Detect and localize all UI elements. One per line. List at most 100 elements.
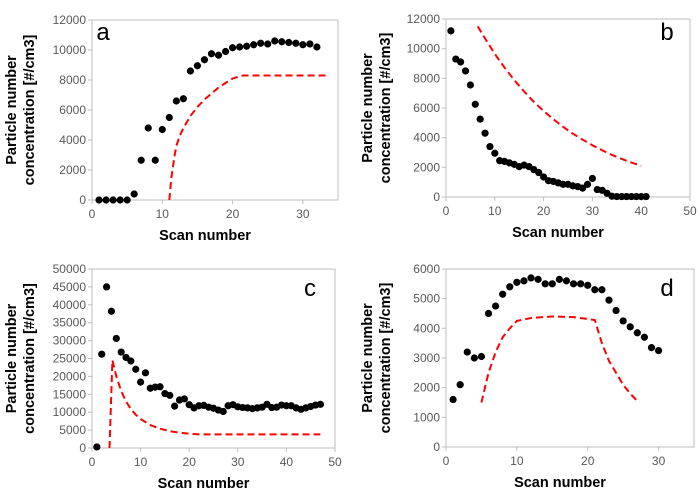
data-point [117, 348, 125, 356]
data-point [292, 39, 300, 47]
data-point [486, 142, 494, 151]
panel-letter: b [660, 19, 673, 46]
y-tick-label: 2000 [59, 163, 86, 177]
data-point [130, 190, 138, 198]
panel-letter: c [304, 275, 316, 302]
data-point [619, 317, 627, 325]
data-point [535, 168, 543, 177]
x-tick-label: 20 [183, 455, 197, 469]
data-point [285, 38, 293, 47]
data-point [93, 443, 101, 451]
data-point [165, 113, 173, 122]
data-point [569, 280, 578, 288]
data-point [457, 58, 465, 66]
y-tick-label: 50000 [53, 262, 87, 276]
y-axis-label-line2: concentration [#/cm3] [22, 283, 38, 434]
x-tick-label: 20 [537, 204, 551, 218]
data-point [112, 334, 120, 343]
x-tick-label: 10 [510, 454, 524, 468]
panel-b: 0 2000 4000 6000 8000 10000 12000 0 10 20 30 40 50 Sc… [360, 12, 697, 241]
y-tick-label: 25000 [53, 352, 87, 366]
y-axis-label-line1: Particle number [360, 53, 376, 163]
data-point [137, 156, 145, 164]
data-point [555, 275, 563, 283]
y-tick-label: 0 [433, 190, 440, 204]
data-point [598, 286, 606, 294]
data-point [562, 277, 571, 285]
data-point [520, 277, 528, 285]
data-point [271, 37, 279, 45]
panel-letter: d [660, 275, 673, 302]
data-point [548, 280, 556, 288]
data-point [463, 348, 471, 356]
data-point [654, 346, 663, 355]
x-axis-label: Scan number [159, 228, 251, 244]
data-point [166, 391, 174, 399]
data-point [588, 174, 597, 183]
x-tick-label: 0 [443, 454, 450, 468]
x-tick-label: 20 [226, 207, 240, 221]
data-point [316, 400, 325, 408]
panel-d: 0 1000 2000 3000 4000 5000 6000 0 10 20 30 Scan num… [360, 262, 695, 491]
data-point [132, 365, 140, 373]
y-tick-label: 12000 [53, 13, 87, 27]
x-tick-label: 0 [443, 204, 450, 218]
data-point [107, 307, 116, 315]
y-tick-label: 0 [433, 440, 440, 454]
y-tick-label: 0 [79, 193, 86, 207]
data-point [540, 173, 548, 181]
y-tick-label: 15000 [53, 387, 87, 401]
x-tick-label: 0 [89, 207, 96, 221]
model-line [476, 25, 642, 167]
data-point [214, 51, 223, 59]
data-point [151, 156, 159, 164]
data-point [158, 125, 166, 134]
data-point [470, 354, 478, 362]
x-axis-label: Scan number [514, 475, 606, 491]
data-point [499, 290, 507, 298]
y-tick-label: 45000 [53, 280, 87, 294]
x-tick-label: 10 [134, 455, 148, 469]
data-point [179, 95, 187, 103]
y-tick-label: 3000 [413, 351, 440, 365]
y-tick-label: 6000 [413, 101, 440, 115]
y-tick-label: 35000 [53, 316, 87, 330]
y-axis-label-line1: Particle number [4, 55, 20, 165]
data-point [250, 41, 258, 49]
y-axis-label-line2: concentration [#/cm3] [378, 282, 394, 433]
y-tick-label: 4000 [413, 321, 440, 335]
data-point [95, 196, 103, 204]
data-point [513, 278, 521, 286]
data-point [642, 192, 650, 201]
y-tick-label: 5000 [413, 292, 440, 306]
y-tick-label: 2000 [413, 381, 440, 395]
panel-c: 0 5000 10000 15000 20000 25000 30000 35000 40000… [4, 262, 342, 492]
data-point [102, 283, 111, 291]
data-point [221, 47, 230, 56]
y-tick-label: 20000 [53, 369, 87, 383]
y-tick-label: 5000 [59, 423, 86, 437]
data-point [456, 381, 464, 389]
plot-area [445, 18, 691, 198]
x-axis-label: Scan number [512, 225, 604, 241]
data-point [605, 296, 613, 304]
y-tick-label: 6000 [413, 262, 440, 276]
y-tick-label: 1000 [413, 410, 440, 424]
y-tick-label: 10000 [53, 43, 87, 57]
data-point [123, 196, 131, 204]
x-tick-label: 30 [586, 204, 600, 218]
y-tick-label: 4000 [413, 131, 440, 145]
data-point [534, 275, 542, 283]
x-tick-label: 40 [280, 455, 294, 469]
y-axis-label-line2: concentration [#/cm3] [378, 32, 394, 183]
data-point [527, 274, 535, 282]
data-point [243, 42, 251, 50]
y-tick-label: 12000 [407, 12, 441, 26]
y-axis-label-line1: Particle number [4, 303, 20, 413]
data-point [577, 280, 585, 288]
x-tick-label: 10 [488, 204, 502, 218]
data-point [180, 395, 188, 403]
y-tick-label: 6000 [59, 103, 86, 117]
data-point [141, 369, 150, 377]
